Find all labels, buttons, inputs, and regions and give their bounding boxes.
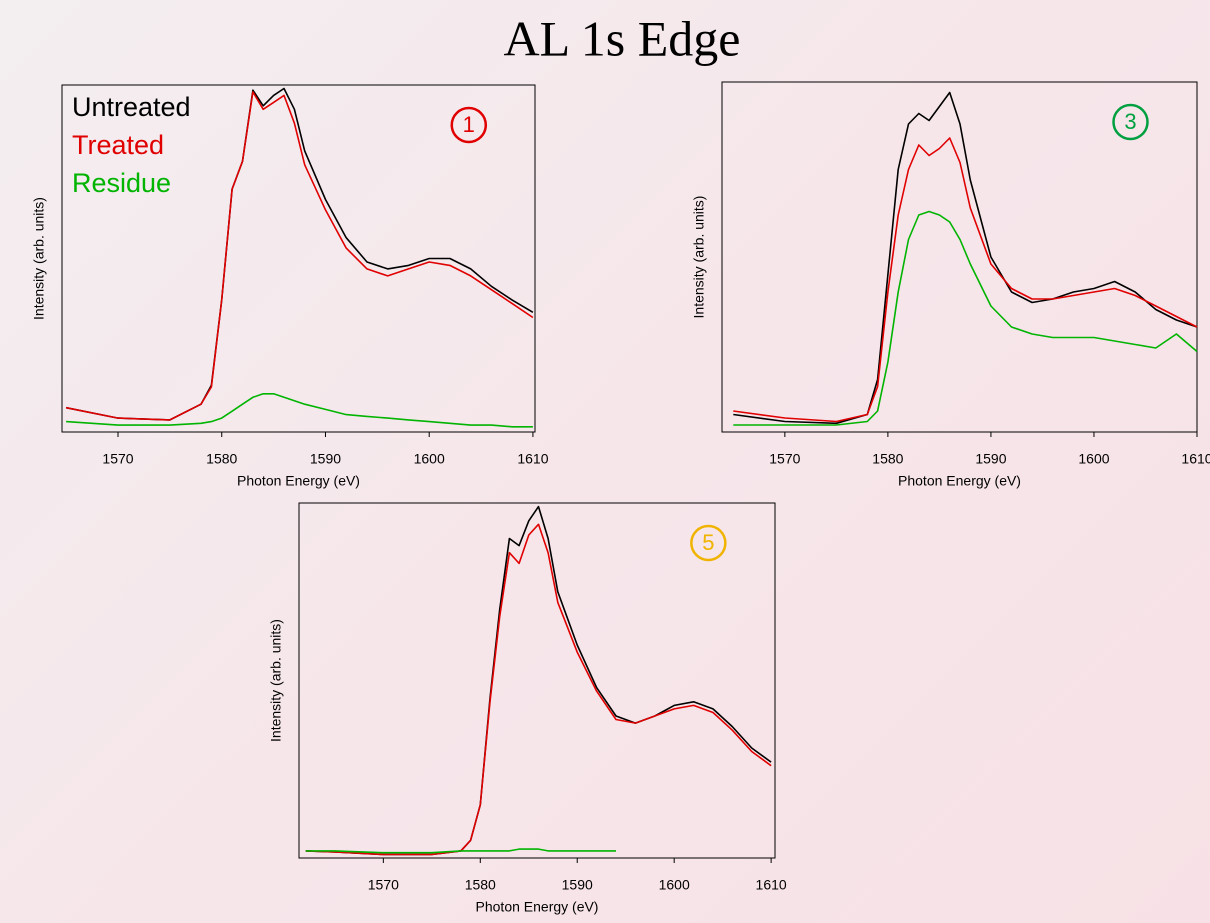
x-tick-label: 1570 bbox=[368, 877, 399, 893]
x-tick-label: 1600 bbox=[414, 451, 445, 467]
x-tick-label: 1570 bbox=[102, 451, 133, 467]
legend-label: Residue bbox=[72, 168, 171, 198]
x-tick-label: 1590 bbox=[975, 451, 1006, 467]
y-axis-label: Intensity (arb. units) bbox=[268, 619, 284, 742]
x-tick-label: 1610 bbox=[756, 877, 787, 893]
x-axis-label: Photon Energy (eV) bbox=[898, 473, 1021, 489]
legend-label: Treated bbox=[72, 130, 164, 160]
plot-area bbox=[722, 82, 1197, 432]
annotation: 5 bbox=[702, 530, 714, 555]
x-tick-label: 1580 bbox=[465, 877, 496, 893]
legend-label: Untreated bbox=[72, 92, 191, 122]
x-tick-label: 1600 bbox=[1078, 451, 1109, 467]
x-tick-label: 1580 bbox=[872, 451, 903, 467]
x-tick-label: 1570 bbox=[769, 451, 800, 467]
series-line bbox=[66, 394, 533, 427]
x-tick-label: 1580 bbox=[206, 451, 237, 467]
x-tick-label: 1590 bbox=[562, 877, 593, 893]
x-tick-label: 1600 bbox=[659, 877, 690, 893]
y-axis-label: Intensity (arb. units) bbox=[31, 197, 47, 320]
slide: AL 1s Edge 1570 1580 1590 1600 1610 Photon En… bbox=[0, 0, 1210, 923]
slide-title: AL 1s Edge bbox=[504, 10, 741, 66]
series-line bbox=[733, 138, 1197, 422]
x-tick-label: 1610 bbox=[517, 451, 548, 467]
x-tick-label: 1610 bbox=[1181, 451, 1210, 467]
x-tick-label: 1590 bbox=[310, 451, 341, 467]
series-line bbox=[306, 524, 771, 854]
annotation: 3 bbox=[1124, 109, 1136, 134]
series-line bbox=[306, 849, 616, 853]
series-line bbox=[733, 93, 1197, 424]
annotation: 1 bbox=[463, 112, 475, 137]
y-axis-label: Intensity (arb. units) bbox=[691, 196, 707, 319]
series-line bbox=[733, 212, 1197, 426]
x-axis-label: Photon Energy (eV) bbox=[237, 473, 360, 489]
x-axis-label: Photon Energy (eV) bbox=[476, 899, 599, 915]
plot-area bbox=[299, 503, 775, 858]
